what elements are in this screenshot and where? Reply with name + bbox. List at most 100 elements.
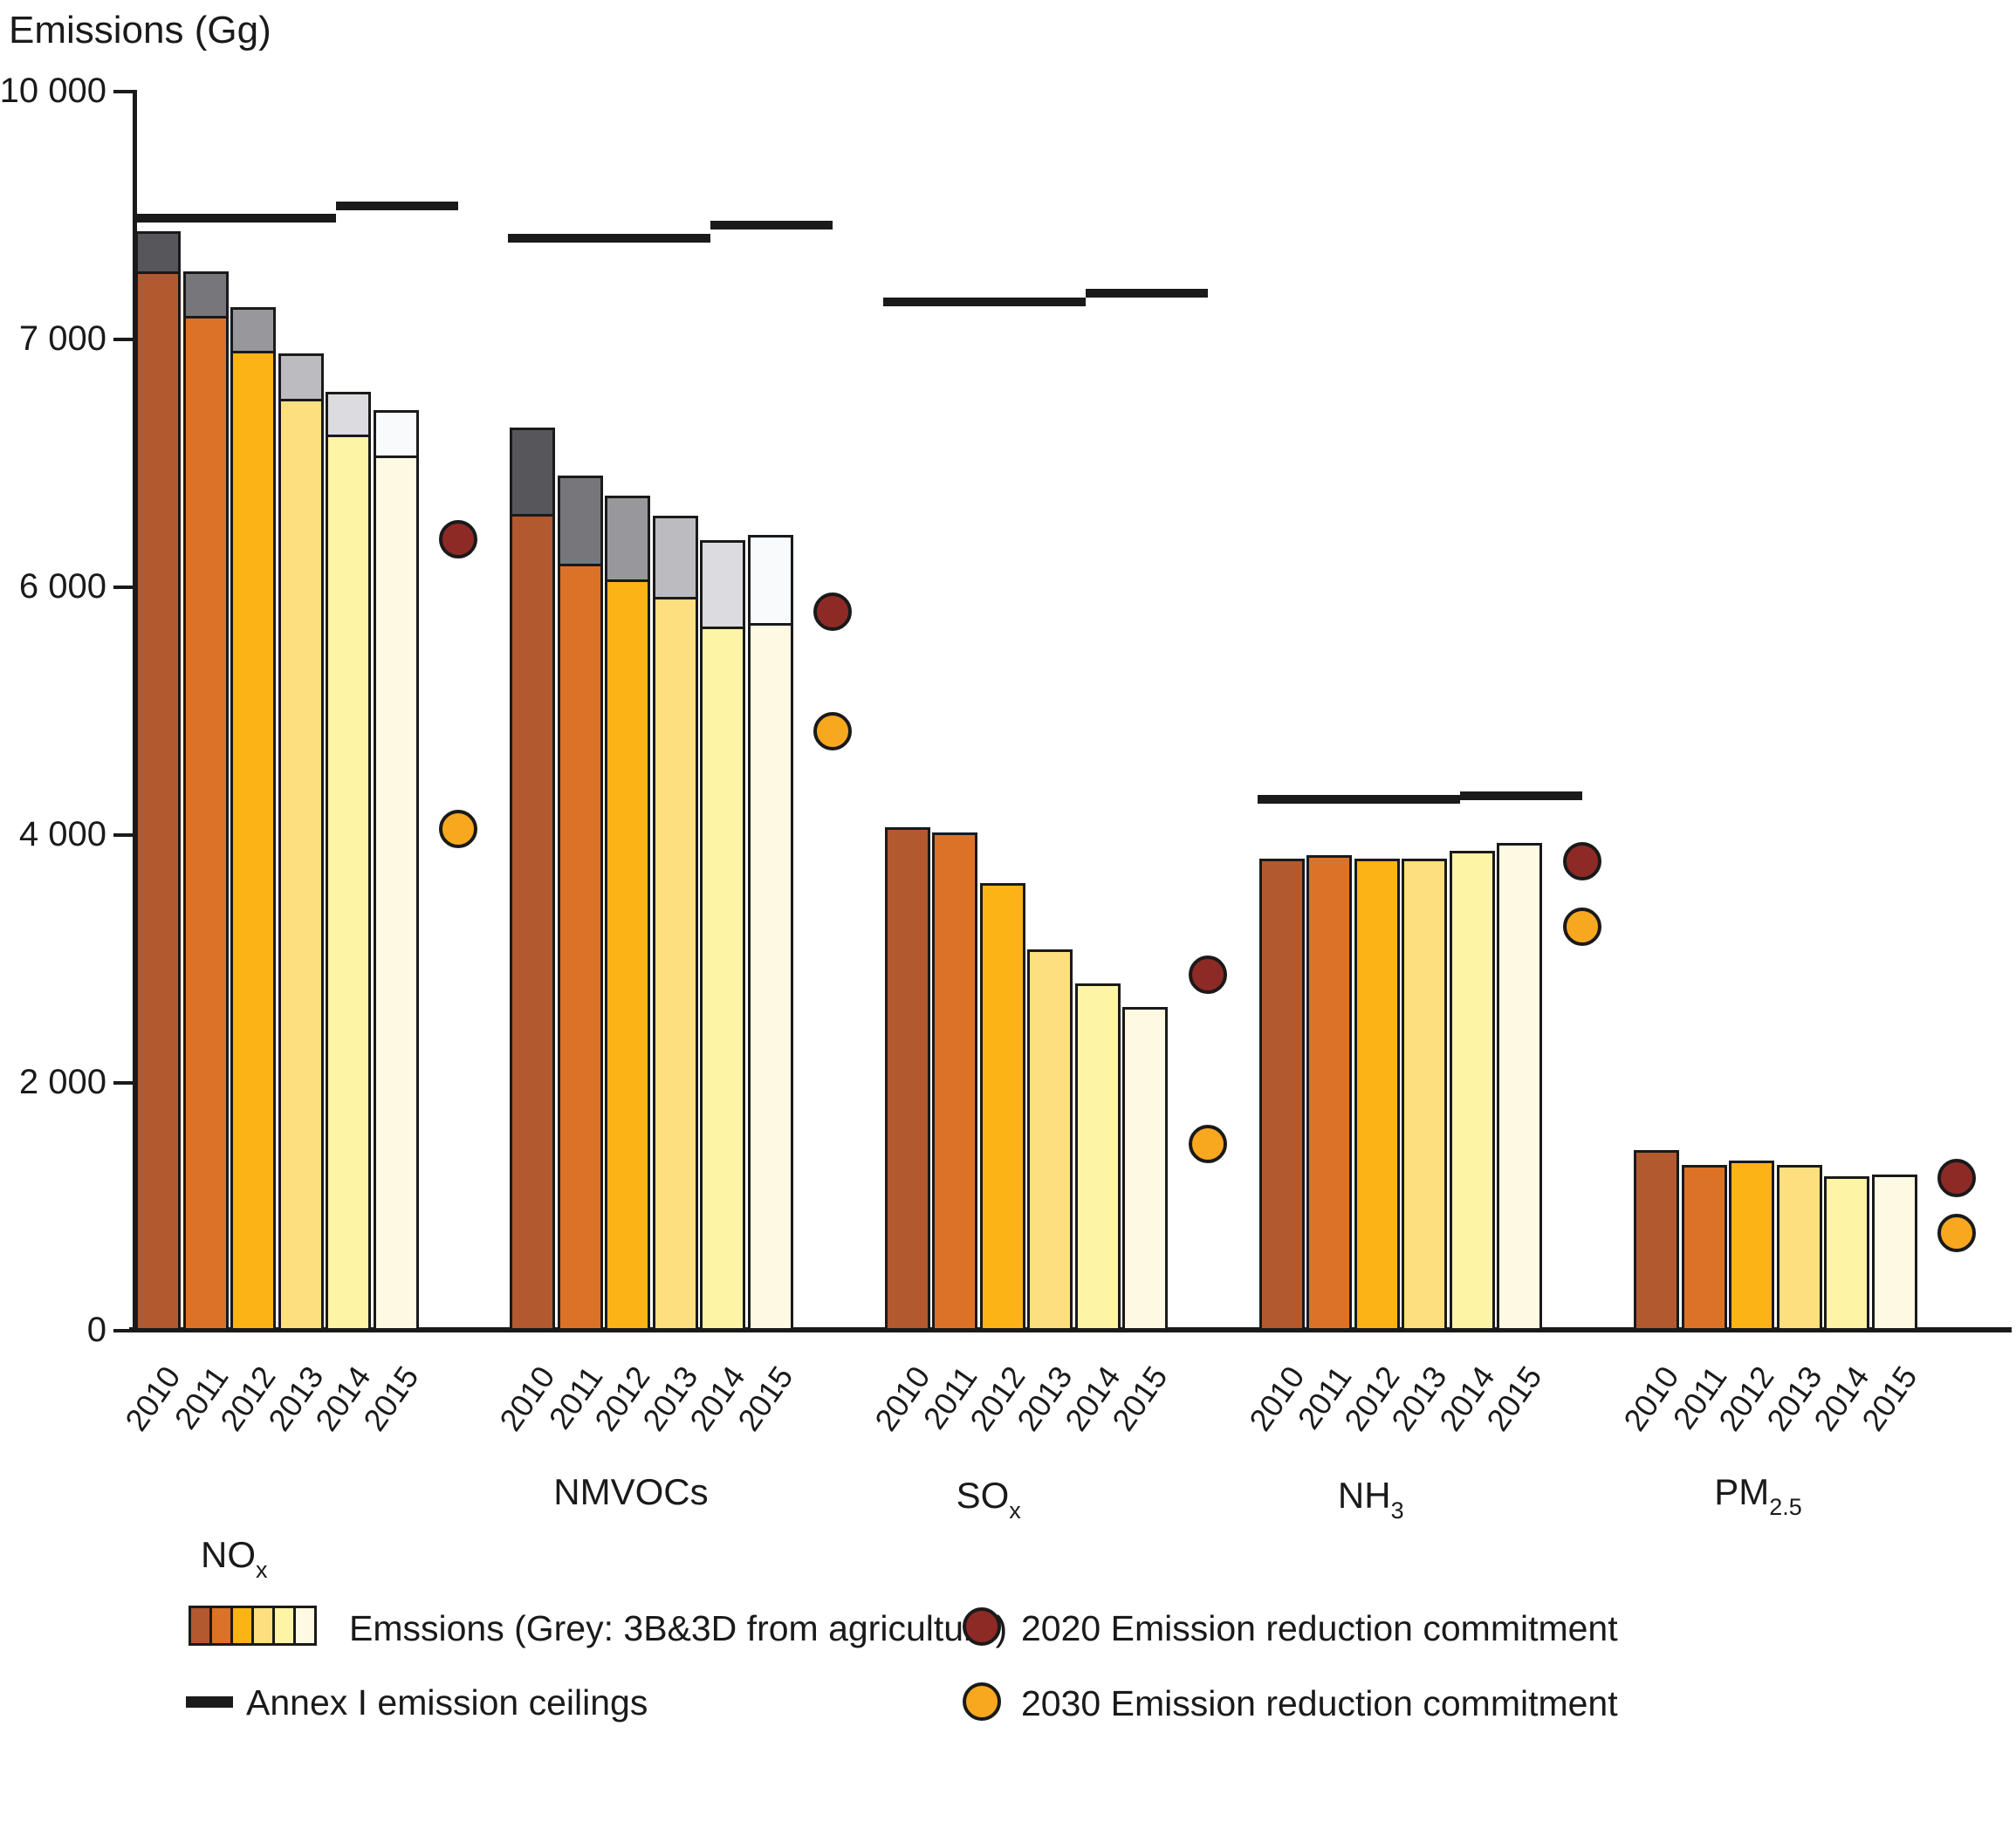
bar-nmvocs-2010 [510,427,556,1331]
bar-nox-2015 [373,409,419,1331]
bar-nox-2013 [278,353,324,1331]
dot-nox-erc2020 [439,519,477,558]
y-tick-mark [113,586,134,589]
agriculture-3b3d-segment [138,234,178,274]
legend-swatch-2015 [293,1606,317,1646]
legend-swatch-2014 [272,1606,296,1646]
y-tick-mark [113,833,134,837]
emissions-segment [607,582,648,1328]
emissions-segment [1356,860,1397,1328]
bar-pm25-2014 [1824,1175,1870,1331]
bar-pm25-2013 [1776,1164,1822,1331]
category-label-sox: SOx [956,1475,1021,1524]
legend-emissions-swatches [189,1606,317,1650]
dot-nox-erc2030 [439,809,477,848]
bar-sox-2010 [884,827,930,1331]
bar-nmvocs-2012 [605,495,651,1331]
legend-swatch-2013 [251,1606,275,1646]
emissions-segment [375,458,416,1328]
bar-nh3-2012 [1354,858,1400,1331]
y-tick-mark [113,1081,134,1085]
emissions-segment [280,401,321,1328]
bar-sox-2015 [1122,1007,1169,1331]
bar-nh3-2010 [1258,858,1305,1331]
emissions-segment [1636,1152,1677,1328]
dot-sox-erc2030 [1188,1124,1227,1163]
bar-pm25-2012 [1729,1161,1775,1331]
emissions-segment [559,565,600,1328]
emissions-segment [750,626,791,1328]
dot-nh3-erc2020 [1562,841,1601,880]
bar-nh3-2013 [1402,858,1448,1331]
bar-pm25-2015 [1871,1175,1917,1331]
dot-pm25-erc2030 [1937,1213,1977,1252]
y-tick-mark [113,90,134,93]
emissions-segment [1125,1010,1166,1328]
bar-nh3-2015 [1497,842,1543,1331]
dot-nh3-erc2030 [1562,908,1601,947]
legend-2030-dot-icon [963,1682,1001,1721]
ceiling-nh3-annex1-a [1257,794,1460,804]
dot-nmvocs-erc2030 [813,711,853,750]
agriculture-3b3d-segment [185,273,226,319]
chart-title: Emissions (Gg) [9,9,271,51]
dot-nmvocs-erc2020 [813,592,853,632]
agriculture-3b3d-segment [655,517,696,600]
y-tick-label: 10 000 [0,72,106,110]
agriculture-3b3d-segment [280,355,321,401]
emissions-segment [655,599,696,1328]
category-subscript: x [256,1557,268,1583]
emissions-segment [1499,845,1540,1328]
y-tick-mark [113,1329,134,1332]
ceiling-nh3-annex1-b [1459,791,1582,800]
bar-nh3-2011 [1306,854,1353,1331]
emissions-segment [1731,1163,1773,1328]
emissions-segment [982,886,1023,1328]
category-subscript: 2.5 [1769,1494,1802,1520]
bar-nox-2014 [326,391,371,1331]
agriculture-3b3d-segment [328,394,368,438]
emissions-segment [1404,860,1445,1328]
bar-nox-2012 [230,307,276,1331]
legend-2030-label: 2030 Emission reduction commitment [1021,1683,1618,1723]
bar-nmvocs-2013 [652,515,698,1331]
legend-swatch-2010 [189,1606,212,1646]
agriculture-3b3d-segment [559,478,600,566]
category-label-nox: NOx [201,1534,268,1583]
emissions-segment [1874,1177,1915,1328]
emissions-segment [935,835,976,1328]
emissions-segment [1309,857,1350,1328]
category-subscript: 3 [1390,1497,1404,1524]
category-label-nmvocs: NMVOCs [553,1471,709,1512]
emissions-segment [233,353,273,1328]
legend-ceiling-dash-icon [186,1696,233,1708]
legend-swatch-2012 [230,1606,254,1646]
category-label-nh3: NH3 [1337,1475,1404,1524]
ceiling-sox-annex1-b [1085,289,1208,298]
emissions-segment [1030,951,1071,1328]
ceiling-nox-annex1-a [134,213,336,223]
legend-emissions-label: Emssions (Grey: 3B&3D from agriculture) [349,1608,1008,1648]
ceiling-nox-annex1-b [336,201,458,210]
emissions-segment [1451,853,1492,1328]
y-tick-label: 4 000 [18,815,106,853]
bar-sox-2013 [1027,949,1073,1331]
bar-nox-2010 [135,231,181,1331]
bar-nh3-2014 [1449,851,1495,1331]
bar-pm25-2011 [1681,1164,1727,1331]
bar-sox-2014 [1074,983,1121,1331]
agriculture-3b3d-segment [375,412,416,459]
y-tick-label: 0 [86,1311,106,1349]
legend-swatch-2011 [209,1606,233,1646]
bar-nox-2011 [182,271,229,1331]
legend-2020-label: 2020 Emission reduction commitment [1021,1608,1618,1648]
bar-nmvocs-2015 [747,535,793,1331]
emissions-segment [1779,1167,1820,1328]
legend-2020-dot-icon [963,1607,1001,1646]
emissions-segment [1261,860,1302,1328]
emissions-segment [887,830,928,1328]
y-axis-line [133,90,137,1332]
emissions-segment [512,517,553,1328]
legend-ceilings-label: Annex I emission ceilings [246,1682,648,1723]
agriculture-3b3d-segment [750,538,791,627]
